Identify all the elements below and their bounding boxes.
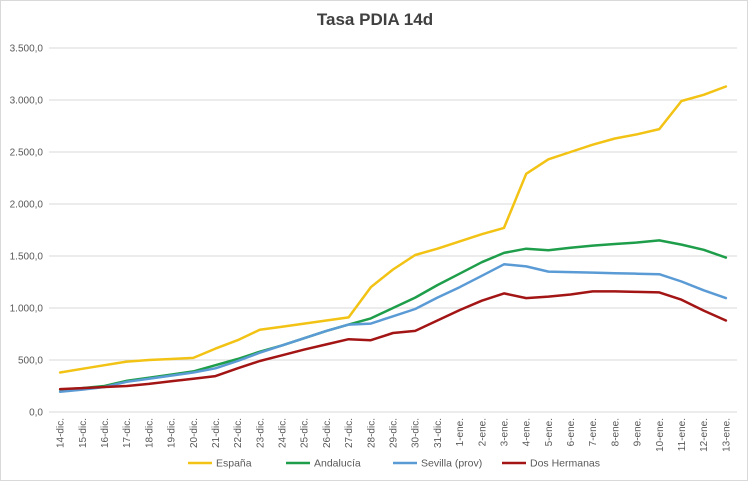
x-tick-label: 27-dic. — [344, 418, 355, 448]
legend-label: España — [216, 458, 252, 470]
x-tick-label: 7-ene. — [588, 418, 599, 446]
y-tick-label: 1.000,0 — [10, 304, 44, 315]
x-tick-label: 29-dic. — [389, 418, 400, 448]
x-tick-label: 17-dic. — [122, 418, 133, 448]
series-line — [58, 263, 728, 393]
y-tick-label: 2.000,0 — [10, 200, 44, 211]
x-tick-label: 23-dic. — [255, 418, 266, 448]
x-tick-label: 3-ene. — [499, 418, 510, 446]
x-tick-label: 28-dic. — [366, 418, 377, 448]
x-tick-label: 12-ene. — [699, 418, 710, 452]
x-tick-label: 4-ene. — [522, 418, 533, 446]
x-tick-label: 21-dic. — [211, 418, 222, 448]
x-tick-label: 16-dic. — [100, 418, 111, 448]
series-line — [58, 85, 728, 374]
x-tick-label: 14-dic. — [56, 418, 67, 448]
x-tick-label: 1-ene. — [455, 418, 466, 446]
legend-label: Sevilla (prov) — [421, 458, 482, 470]
legend-label: Dos Hermanas — [530, 458, 600, 470]
legend: España Andalucía Sevilla (prov) Dos Hermana… — [188, 458, 600, 470]
chart-title: Tasa PDIA 14d — [316, 10, 434, 29]
series-line — [58, 290, 728, 391]
x-tick-label: 8-ene. — [610, 418, 621, 446]
x-tick-label: 31-dic. — [433, 418, 444, 448]
series-lines — [58, 85, 728, 393]
y-tick-label: 3.000,0 — [10, 96, 44, 107]
x-tick-label: 26-dic. — [322, 418, 333, 448]
x-tick-label: 2-ene. — [477, 418, 488, 446]
x-tick-label: 20-dic. — [189, 418, 200, 448]
x-tick-label: 19-dic. — [167, 418, 178, 448]
x-tick-label: 15-dic. — [78, 418, 89, 448]
x-tick-label: 30-dic. — [411, 418, 422, 448]
x-tick-label: 25-dic. — [300, 418, 311, 448]
x-tick-label: 11-ene. — [677, 418, 688, 451]
y-axis-ticks: 0,0 500,0 1.000,0 1.500,0 2.000,0 2.500,0 3.00… — [10, 44, 44, 419]
x-tick-label: 10-ene. — [655, 418, 666, 452]
x-axis-ticks: 14-dic. 15-dic. 16-dic. 17-dic. 18-dic. 19-di… — [56, 418, 733, 452]
y-tick-label: 1.500,0 — [10, 252, 44, 263]
y-tick-label: 3.500,0 — [10, 44, 44, 55]
x-tick-label: 18-dic. — [144, 418, 155, 448]
y-tick-label: 500,0 — [18, 356, 43, 367]
y-tick-label: 2.500,0 — [10, 148, 44, 159]
x-tick-label: 9-ene. — [633, 418, 644, 446]
gridlines — [49, 47, 737, 413]
legend-label: Andalucía — [314, 458, 361, 470]
x-tick-label: 6-ene. — [566, 418, 577, 446]
x-tick-label: 22-dic. — [233, 418, 244, 448]
y-tick-label: 0,0 — [29, 408, 43, 419]
x-tick-label: 13-ene. — [721, 418, 732, 452]
x-tick-label: 5-ene. — [544, 418, 555, 446]
x-tick-label: 24-dic. — [278, 418, 289, 448]
